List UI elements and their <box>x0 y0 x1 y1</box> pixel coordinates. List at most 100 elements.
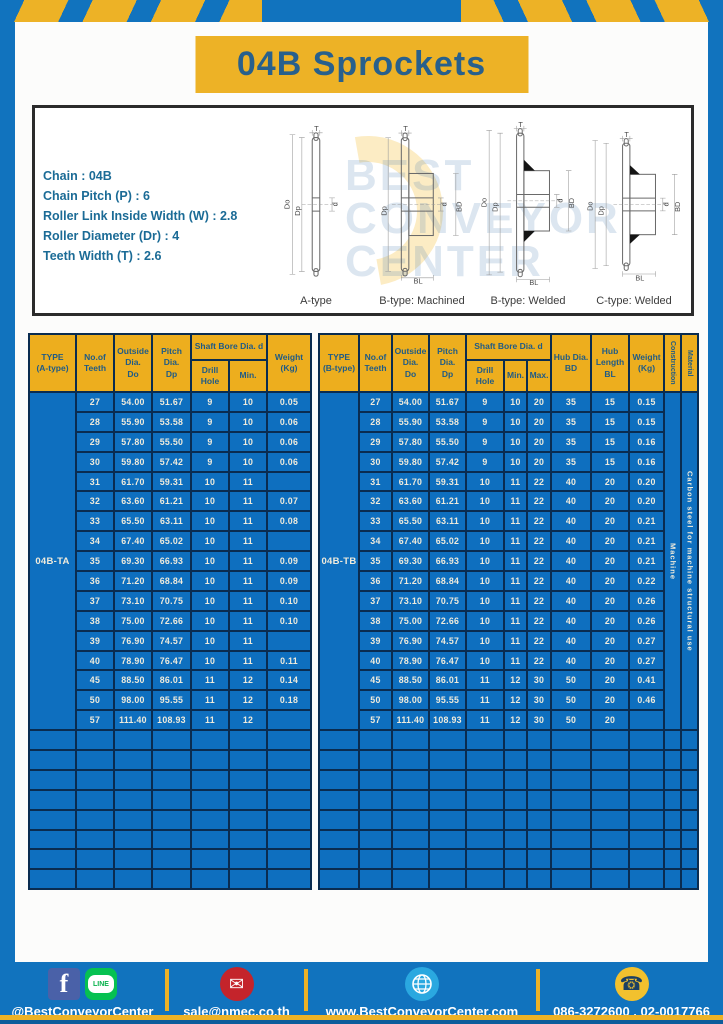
empty-cell <box>428 828 467 851</box>
table-cell: 0.20 <box>628 490 666 513</box>
table-cell: 73.10 <box>391 589 430 612</box>
table-cell: 12 <box>227 709 269 732</box>
table-cell: 35 <box>550 430 593 453</box>
empty-cell <box>318 788 360 811</box>
empty-cell <box>318 868 360 891</box>
drawing-caption: B-type: Welded <box>490 295 566 307</box>
table-cell: 51.67 <box>151 391 192 413</box>
table-cell: 51.67 <box>428 391 467 413</box>
empty-cell <box>190 749 230 771</box>
empty-cell <box>525 749 553 771</box>
table-cell: 20 <box>590 689 631 712</box>
empty-cell <box>428 848 467 871</box>
empty-cell <box>550 729 593 752</box>
line-icon[interactable]: LINE <box>85 968 117 1000</box>
table-cell: 20 <box>590 570 631 592</box>
empty-cell <box>227 808 269 831</box>
empty-cell <box>113 749 153 771</box>
phone-icon[interactable]: ☎ <box>614 967 649 1001</box>
table-row: 39 76.90 74.57 10 11 22 40 20 0.27 <box>319 629 698 652</box>
empty-cell <box>266 788 313 811</box>
col-header-type: TYPE (A-type) <box>28 333 77 393</box>
table-cell: 12 <box>503 689 528 712</box>
col-header-outside-dia: Outside Dia. Do <box>113 333 153 393</box>
table-cell: 11 <box>227 629 269 652</box>
table-cell: 11 <box>227 490 269 513</box>
empty-cell <box>503 729 528 752</box>
empty-cell <box>550 749 593 771</box>
table-cell: 71.20 <box>113 570 153 592</box>
empty-cell <box>28 828 77 851</box>
empty-cell <box>590 828 631 851</box>
table-row: 33 65.50 63.11 10 11 0.08 <box>29 510 313 533</box>
table-cell: 29 <box>75 430 115 453</box>
table-cell: 0.15 <box>628 391 666 413</box>
table-cell: 30 <box>75 450 115 473</box>
col-header-hub-dia: Hub Dia. BD <box>550 333 593 393</box>
empty-table-row <box>318 749 700 771</box>
empty-table-row <box>318 788 700 811</box>
table-cell: 0.21 <box>628 530 666 553</box>
table-cell: 0.07 <box>266 490 313 513</box>
empty-cell <box>503 848 528 871</box>
table-cell: 59.31 <box>151 470 192 493</box>
table-cell: 111.40 <box>391 709 430 732</box>
table-cell: 111.40 <box>113 709 153 732</box>
table-cell: 57 <box>358 709 393 732</box>
dim-label-bd: BD <box>454 201 463 212</box>
globe-icon[interactable] <box>405 967 439 1001</box>
table-cell: 20 <box>590 669 631 692</box>
table-row: 37 73.10 70.75 10 11 22 40 20 0.26 <box>319 589 698 612</box>
table-cell: 28 <box>358 410 393 433</box>
empty-cell <box>227 828 269 851</box>
table-cell: 65.02 <box>151 530 192 553</box>
table-cell: 9 <box>190 430 230 453</box>
table-cell: 0.16 <box>628 450 666 473</box>
drawing-b-welded: T Do Dp d <box>475 114 581 309</box>
table-cell: 22 <box>525 589 553 612</box>
mail-icon[interactable]: ✉ <box>219 967 254 1001</box>
empty-table-row <box>318 808 700 831</box>
col-header-type: TYPE (B-type) <box>318 333 360 393</box>
empty-cell <box>28 848 77 871</box>
empty-cell <box>465 749 505 771</box>
table-cell <box>266 709 313 732</box>
table-row: 34 67.40 65.02 10 11 <box>29 530 313 553</box>
table-cell: 63.60 <box>113 490 153 513</box>
table-cell: 20 <box>590 589 631 612</box>
sprocket-c-welded-diagram: T Do Dp d <box>586 130 682 283</box>
table-cell: 34 <box>75 530 115 553</box>
empty-cell <box>525 808 553 831</box>
table-cell: 55.50 <box>151 430 192 453</box>
table-cell: 22 <box>525 530 553 553</box>
table-cell: 55.90 <box>391 410 430 433</box>
hazard-stripes-right <box>461 0 723 22</box>
table-cell: 34 <box>358 530 393 553</box>
table-cell: 10 <box>190 649 230 672</box>
empty-cell <box>266 808 313 831</box>
title-banner: 04B Sprockets <box>195 36 528 93</box>
table-cell: 0.05 <box>266 391 313 413</box>
empty-cell <box>227 868 269 891</box>
table-cell: 10 <box>465 629 505 652</box>
table-cell: 11 <box>227 570 269 592</box>
empty-cell <box>628 828 666 851</box>
table-cell: 76.47 <box>428 649 467 672</box>
table-cell: 9 <box>465 410 505 433</box>
table-cell: 20 <box>525 430 553 453</box>
empty-cell <box>680 828 700 851</box>
empty-cell <box>75 848 115 871</box>
empty-cell <box>358 868 393 891</box>
table-cell: 33 <box>358 510 393 533</box>
table-cell: 20 <box>590 530 631 553</box>
empty-cell <box>75 749 115 771</box>
facebook-icon[interactable]: f <box>48 968 80 1000</box>
spec-line: Teeth Width (T) : 2.6 <box>43 249 162 263</box>
table-cell: 11 <box>503 490 528 513</box>
table-cell: 50 <box>550 669 593 692</box>
table-cell: 10 <box>190 570 230 592</box>
empty-cell <box>227 729 269 752</box>
empty-cell <box>358 768 393 791</box>
empty-cell <box>550 768 593 791</box>
table-cell: 37 <box>358 589 393 612</box>
